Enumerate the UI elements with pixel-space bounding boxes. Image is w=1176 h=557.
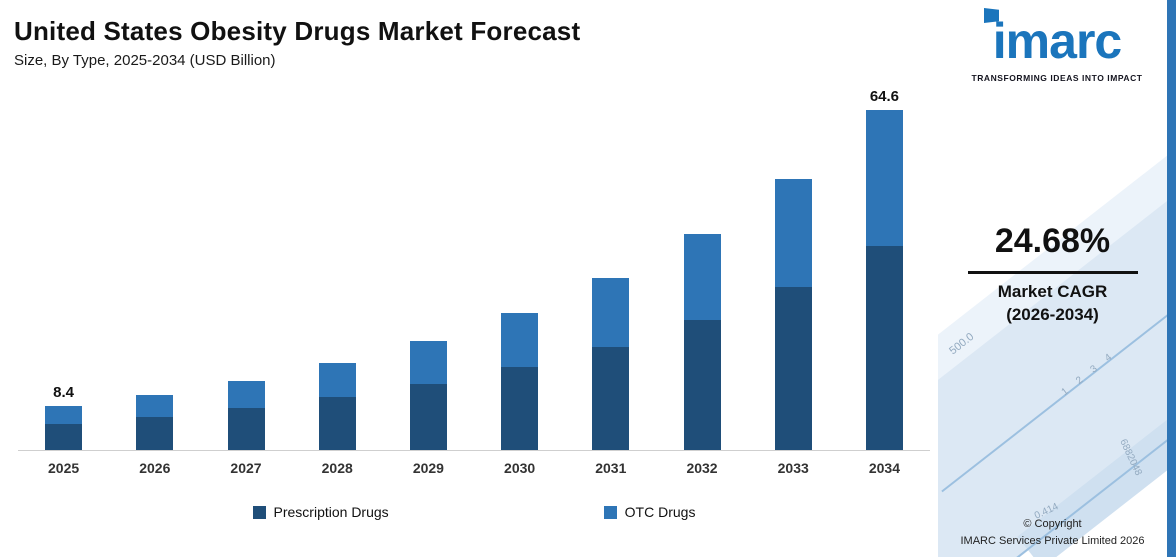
chart-legend: Prescription Drugs OTC Drugs [18,504,930,520]
bars-container: 8.4 64.6 [18,85,930,451]
otc-segment [774,179,812,288]
bar-column-2032 [656,212,747,450]
otc-segment [865,110,903,246]
prescription-segment [592,346,630,450]
prescription-segment [136,416,174,450]
cagr-label: Market CAGR [997,282,1108,301]
bar-data-label: 64.6 [869,88,900,106]
cagr-underline [967,271,1138,274]
chart-subtitle: Size, By Type, 2025-2034 (USD Billion) [14,52,276,69]
bar-column-2029 [383,319,474,450]
otc-segment [592,277,630,347]
legend-item: OTC Drugs [603,504,696,520]
bar-column-2027 [200,359,291,450]
bar-column-2031 [565,256,656,450]
copyright-line2: IMARC Services Private Limited 2026 [960,534,1145,547]
legend-swatch-icon [603,505,617,519]
x-axis-label: 2027 [230,460,262,476]
cagr-value: 24.68% [994,222,1111,260]
imarc-flag-icon [984,8,999,23]
otc-segment [683,233,721,320]
legend-item: Prescription Drugs [252,504,389,520]
bar-column-2028 [292,341,383,450]
x-axis-label: 2028 [321,460,353,476]
prescription-segment [45,423,83,450]
x-axis-labels: 2025 2026 2027 2028 2029 2030 2031 2032 2033 2034 [18,460,930,476]
bar-column-2034: 64.6 [839,88,930,450]
stacked-bar [683,233,721,450]
legend-label: OTC Drugs [624,504,696,520]
otc-segment [136,394,174,417]
stacked-bar [318,362,356,450]
bar-data-label: 8.4 [53,383,75,401]
copyright-line1: © Copyright [1023,518,1082,530]
stacked-bar [227,380,265,450]
otc-segment [409,340,447,385]
bar-column-2033 [748,157,839,450]
x-axis-label: 2026 [139,460,171,476]
otc-segment [501,312,539,368]
x-axis-label: 2025 [48,460,80,476]
stacked-bar [409,340,447,450]
prescription-segment [501,367,539,450]
stacked-bar [774,179,812,450]
prescription-segment [409,384,447,450]
plot-area: 8.4 64.6 2025 2026 2027 2028 2029 2030 2031 2032… [14,85,938,520]
otc-segment [45,405,83,424]
prescription-segment [683,320,721,450]
prescription-segment [774,287,812,450]
stacked-bar [45,405,83,450]
copyright-notice: © Copyright IMARC Services Private Limit… [938,516,1167,549]
imarc-tagline: TRANSFORMING IDEAS INTO IMPACT [971,73,1143,83]
x-axis-label: 2029 [412,460,444,476]
x-axis-label: 2032 [686,460,718,476]
stacked-bar [136,394,174,450]
bar-column-2026 [109,373,200,450]
stacked-bar [592,277,630,450]
imarc-logo-text: imarc [992,13,1122,69]
cagr-block: 24.68% Market CAGR (2026-2034) [938,222,1167,325]
prescription-segment [227,408,265,450]
stacked-bar [501,312,539,450]
otc-segment [318,362,356,398]
branding-sidebar: 500.0 1 2 3 4 6882048 0.414 imarc TRANSF… [938,0,1176,557]
bar-column-2025: 8.4 [18,384,109,450]
prescription-segment [318,397,356,450]
otc-segment [227,380,265,409]
x-axis-label: 2031 [595,460,627,476]
chart-title: United States Obesity Drugs Market Forec… [14,16,581,46]
legend-swatch-icon [252,505,266,519]
x-axis-label: 2030 [504,460,536,476]
chart-panel: United States Obesity Drugs Market Forec… [14,16,938,520]
cagr-years: (2026-2034) [1006,305,1099,324]
x-axis-label: 2034 [868,460,900,476]
blue-edge-strip [1167,0,1176,557]
x-axis-label: 2033 [777,460,809,476]
legend-label: Prescription Drugs [273,504,389,520]
prescription-segment [865,245,903,450]
imarc-logo: imarc [938,8,1176,69]
stacked-bar [865,110,903,450]
bar-column-2030 [474,291,565,450]
